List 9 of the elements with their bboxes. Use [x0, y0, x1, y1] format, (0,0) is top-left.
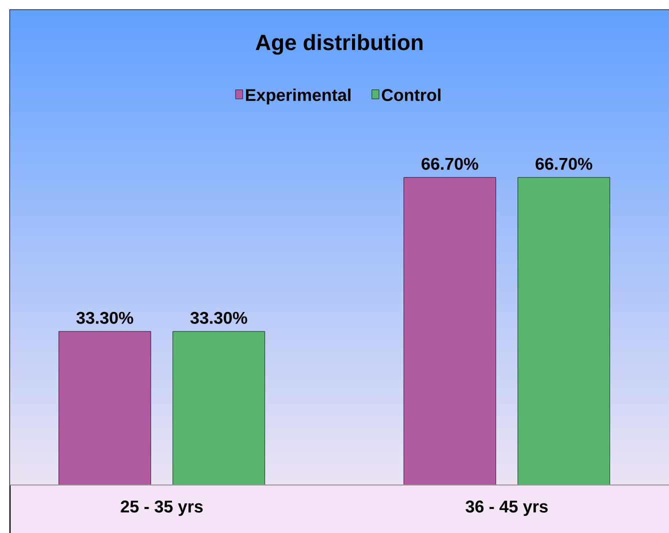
legend-label: Control — [382, 88, 440, 102]
data-label: 66.70% — [422, 158, 478, 170]
data-label: 33.30% — [76, 312, 134, 324]
legend-label: Experimental — [246, 88, 350, 104]
data-label: 66.70% — [536, 158, 592, 170]
data-label: 33.30% — [190, 312, 248, 324]
text: Age distribution — [256, 34, 422, 55]
x-tick-label: 36 - 45 yrs — [466, 500, 548, 516]
x-tick-label: 25 - 35 yrs — [120, 500, 203, 516]
